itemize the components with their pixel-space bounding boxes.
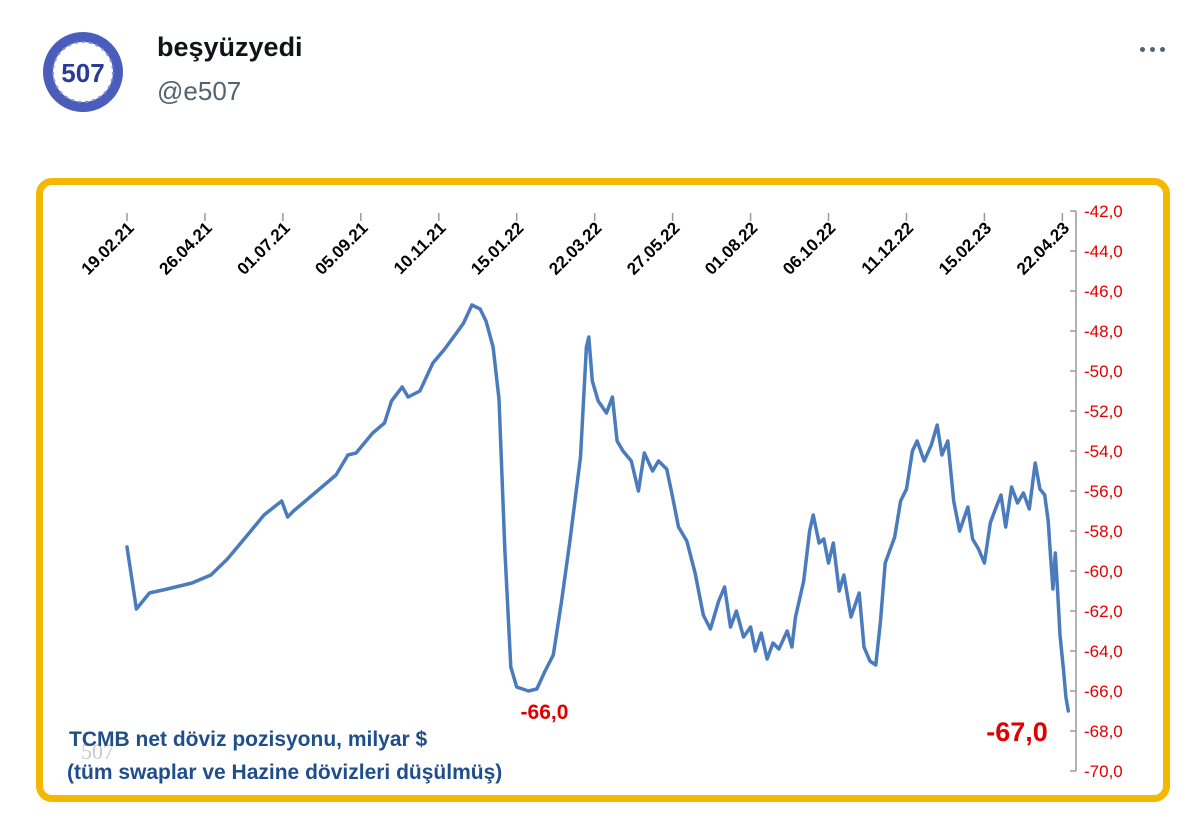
y-tick-label: -42,0: [1084, 202, 1123, 221]
x-axis: 19.02.21 26.04.21 01.07.21 05.09.21 10.11.21…: [78, 213, 1073, 279]
chart-image[interactable]: 19.02.21 26.04.21 01.07.21 05.09.21 10.11.21…: [36, 178, 1170, 802]
chart-title: TCMB net döviz pozisyonu, milyar $: [69, 728, 428, 751]
x-tick-label: 19.02.21: [78, 218, 138, 278]
chart-subtitle: (tüm swaplar ve Hazine dövizleri düşülmü…: [67, 761, 502, 784]
series-layer: [125, 303, 1071, 713]
y-tick-label: -56,0: [1084, 482, 1123, 501]
y-tick-label: -64,0: [1084, 642, 1123, 661]
avatar-507-logo: 507: [37, 26, 129, 118]
x-tick-label: 10.11.21: [390, 218, 450, 278]
chart-watermark: 507: [81, 739, 114, 764]
y-tick-label: -52,0: [1084, 402, 1123, 421]
x-tick-label: 15.02.23: [935, 218, 995, 278]
y-tick-label: -48,0: [1084, 322, 1123, 341]
series-line: [125, 303, 1071, 713]
annotation-layer: -66,0 -67,0: [521, 701, 1048, 747]
x-tick-label: 05.09.21: [311, 218, 371, 278]
avatar[interactable]: 507: [35, 24, 131, 120]
user-name[interactable]: beşyüzyedi: [157, 32, 303, 62]
x-tick-label: 01.08.22: [701, 218, 761, 278]
x-tick-label: 01.07.21: [233, 218, 293, 278]
y-tick-label: -46,0: [1084, 282, 1123, 301]
chart-svg: 19.02.21 26.04.21 01.07.21 05.09.21 10.11.21…: [67, 202, 1123, 784]
y-tick-label: -60,0: [1084, 562, 1123, 581]
y-tick-label: -44,0: [1084, 242, 1123, 261]
x-tick-label: 22.03.22: [545, 218, 605, 278]
x-tick-label: 15.01.22: [467, 218, 527, 278]
y-tick-label: -62,0: [1084, 602, 1123, 621]
y-tick-label: -54,0: [1084, 442, 1123, 461]
y-tick-label: -50,0: [1084, 362, 1123, 381]
x-tick-label: 26.04.21: [156, 218, 216, 278]
y-tick-label: -70,0: [1084, 762, 1123, 781]
x-tick-label: 27.05.22: [623, 218, 683, 278]
y-tick-label: -66,0: [1084, 682, 1123, 701]
x-tick-label: 11.12.22: [858, 218, 918, 278]
y-tick-label: -58,0: [1084, 522, 1123, 541]
user-handle[interactable]: @e507: [157, 76, 242, 106]
data-annotation: -66,0: [521, 701, 569, 724]
y-tick-label: -68,0: [1084, 722, 1123, 741]
x-tick-label: 06.10.22: [779, 218, 839, 278]
y-axis: -42,0 -44,0 -46,0 -48,0 -50,0 -52,0 -54,0 -56,0…: [1070, 202, 1123, 781]
x-tick-label: 22.04.23: [1013, 218, 1073, 278]
more-horizontal-icon: [1137, 46, 1167, 52]
avatar-text: 507: [61, 58, 104, 88]
data-annotation: -67,0: [986, 717, 1048, 747]
more-button[interactable]: [1132, 34, 1172, 64]
